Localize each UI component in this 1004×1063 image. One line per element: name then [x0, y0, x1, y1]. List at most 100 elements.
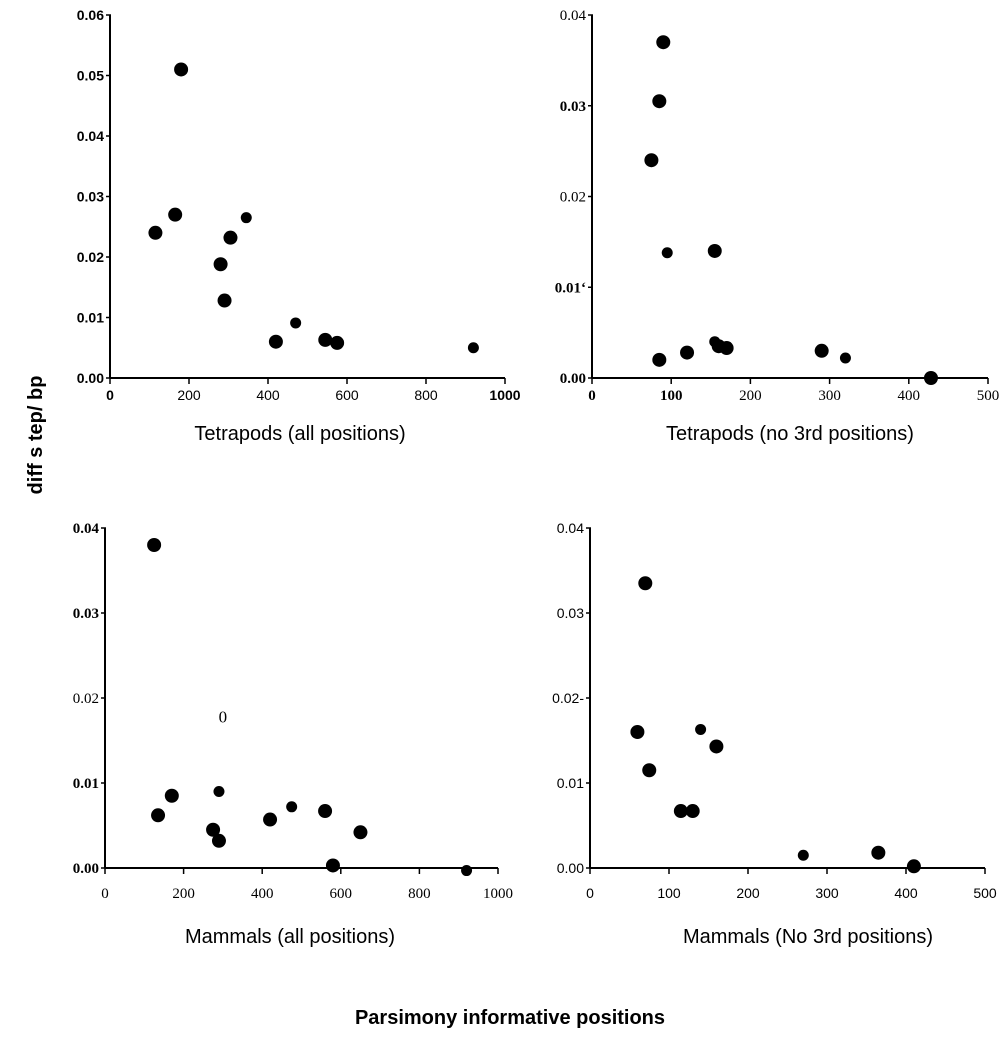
x-tick-label: 100 [660, 388, 683, 404]
x-tick-label: 0 [588, 388, 596, 404]
data-point [148, 225, 163, 240]
data-point [223, 230, 238, 245]
data-point [719, 341, 734, 356]
data-point [695, 723, 707, 735]
y-tick-label: 0.00 [557, 860, 584, 876]
figure-x-label: Parsimony informative positions [355, 1007, 665, 1029]
y-tick-label: 0.00 [560, 371, 586, 387]
data-point [353, 825, 368, 840]
y-tick-label: 0.01 [73, 776, 99, 792]
data-point [217, 293, 232, 308]
data-point [213, 257, 228, 272]
panel-x-label: Tetrapods (all positions) [194, 423, 405, 445]
data-point [673, 804, 688, 819]
data-point [286, 801, 298, 813]
data-point [814, 343, 829, 358]
data-point [318, 332, 333, 347]
data-point [630, 725, 645, 739]
data-point [213, 786, 225, 797]
data-point [656, 35, 671, 50]
data-point [164, 788, 179, 803]
annotation-label: 0 [219, 707, 228, 726]
data-point [680, 345, 695, 360]
data-point [174, 62, 189, 77]
y-tick-label: 0.04 [560, 8, 587, 24]
data-point [652, 94, 667, 109]
y-tick-label: 0.03 [73, 606, 99, 622]
data-point [325, 858, 340, 873]
data-point [211, 833, 226, 848]
panel-top-right: 0 100 200 300 400 500 0.00 0.01‘ 0.02 0.03 0.04 Tet… [555, 8, 1000, 445]
data-point [644, 153, 659, 168]
x-tick-label: 400 [256, 387, 280, 403]
x-tick-label: 0 [106, 387, 114, 403]
x-tick-label: 500 [973, 885, 997, 901]
x-tick-label: 200 [177, 387, 201, 403]
y-tick-label: 0.01 [557, 775, 584, 791]
x-tick-label: 500 [977, 388, 1000, 404]
x-tick-label: 400 [894, 885, 918, 901]
y-tick-label: 0.06 [77, 7, 104, 23]
x-tick-label: 0 [101, 886, 109, 902]
y-tick-label: 0.00 [73, 861, 99, 877]
y-tick-label: 0.04 [73, 521, 100, 537]
x-tick-label: 0 [586, 885, 594, 901]
data-point [839, 352, 851, 364]
x-tick-label: 1000 [483, 886, 513, 902]
x-tick-label: 1000 [489, 387, 520, 403]
data-point [906, 859, 921, 874]
x-tick-label: 800 [414, 387, 438, 403]
x-tick-label: 300 [818, 388, 841, 404]
data-point [638, 576, 653, 591]
y-tick-label: 0.03 [560, 99, 586, 115]
data-point [268, 334, 283, 349]
data-point [147, 538, 162, 552]
data-point [263, 812, 278, 827]
y-tick-label: 0.03 [557, 605, 584, 621]
data-point [206, 822, 221, 837]
x-tick-label: 100 [657, 885, 681, 901]
data-point [168, 207, 183, 222]
panel-top-left: 0 200 400 600 800 1000 0.00 0.01 0.02 0.03 0.04 0.0… [77, 7, 521, 445]
panel-bottom-left: 0 200 400 600 800 1000 0.00 0.01 0.02 0.03 0.04 0 Ma… [73, 521, 513, 948]
x-tick-label: 600 [335, 387, 359, 403]
data-point [467, 342, 479, 354]
data-point [709, 739, 724, 754]
x-tick-label: 400 [251, 886, 274, 902]
data-point [318, 804, 333, 819]
data-point [330, 335, 345, 350]
x-tick-label: 300 [815, 885, 839, 901]
x-tick-label: 200 [172, 886, 195, 902]
data-point [797, 849, 809, 861]
y-tick-label: 0.01‘ [555, 280, 586, 296]
x-tick-label: 200 [739, 388, 762, 404]
panel-x-label: Mammals (all positions) [185, 926, 395, 948]
y-tick-label: 0.00 [77, 370, 104, 386]
panel-bottom-right: 0 100 200 300 400 500 0.00 0.01 0.02- 0.03 0.04 Mam… [552, 520, 997, 948]
y-tick-label: 0.02 [73, 691, 99, 707]
y-tick-label: 0.01 [77, 310, 104, 326]
data-point [652, 352, 667, 367]
y-tick-label: 0.02 [77, 249, 104, 265]
data-point [685, 804, 700, 819]
y-tick-label: 0.04 [557, 520, 584, 536]
figure-y-label: diff s tep/ bp [25, 376, 47, 495]
y-tick-label: 0.02 [560, 190, 586, 206]
y-tick-label: 0.02- [552, 690, 584, 706]
data-point [642, 763, 657, 778]
data-point [661, 247, 673, 259]
x-tick-label: 800 [408, 886, 431, 902]
data-point [461, 865, 473, 877]
y-tick-label: 0.05 [77, 68, 104, 84]
x-tick-label: 600 [330, 886, 353, 902]
y-tick-label: 0.03 [77, 189, 104, 205]
data-point [151, 808, 166, 823]
panel-x-label: Tetrapods (no 3rd positions) [666, 423, 914, 445]
data-point [923, 371, 938, 385]
data-point [290, 317, 302, 329]
data-point [707, 243, 722, 258]
data-point [871, 845, 886, 860]
x-tick-label: 400 [898, 388, 921, 404]
y-tick-label: 0.04 [77, 128, 104, 144]
